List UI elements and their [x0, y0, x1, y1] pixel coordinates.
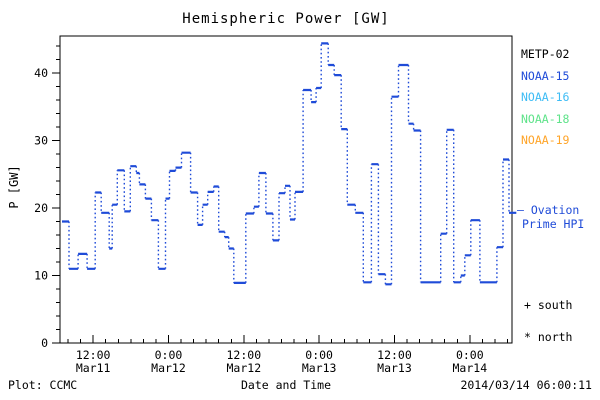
x-axis-ticks	[67, 335, 508, 343]
legend-item-noaa-19: NOAA-19	[521, 133, 570, 147]
x-tick-date: Mar14	[453, 361, 488, 375]
plot-frame	[59, 35, 513, 344]
legend-item-noaa-15: NOAA-15	[521, 68, 570, 83]
y-tick-label: 10	[34, 269, 48, 283]
x-axis-label: Date and Time	[240, 378, 331, 392]
x-tick-time: 12:00	[227, 348, 262, 362]
y-tick-labels: 0 10 20 30 40	[34, 66, 48, 350]
x-tick-date: Mar11	[76, 361, 111, 375]
ovation-line-2: Prime HPI	[522, 217, 585, 231]
legend-item-metp-02: METP-02	[521, 47, 570, 61]
x-tick-time: 0:00	[155, 348, 183, 362]
x-tick-date: Mar12	[151, 361, 186, 375]
x-tick-date: Mar13	[377, 361, 412, 375]
y-tick-label: 20	[34, 201, 48, 215]
plot-credit: Plot: CCMC	[8, 378, 78, 392]
y-tick-label: 40	[34, 66, 48, 80]
x-tick-time: 0:00	[305, 348, 333, 362]
ovation-prime-label: — Ovation Prime HPI	[517, 203, 599, 231]
y-tick-label: 0	[41, 336, 48, 350]
north-marker-label: * north	[524, 330, 573, 344]
chart-title: Hemispheric Power [GW]	[182, 11, 390, 27]
y-axis-ticks	[52, 45, 60, 344]
ovation-line-1: — Ovation	[517, 203, 580, 217]
hpi-step-line-connectors	[68, 43, 510, 285]
hpi-step-line	[62, 42, 517, 286]
x-tick-labels: 12:00Mar110:00Mar1212:00Mar120:00Mar1312…	[76, 348, 487, 375]
satellite-legend: METP-02 NOAA-15 NOAA-16 NOAA-18 NOAA-19	[521, 44, 599, 152]
y-tick-label: 30	[34, 134, 48, 148]
x-tick-time: 12:00	[377, 348, 412, 362]
south-marker-label: + south	[524, 298, 573, 312]
x-tick-time: 12:00	[76, 348, 111, 362]
x-tick-date: Mar12	[227, 361, 262, 375]
legend-item-noaa-16: NOAA-16	[521, 90, 570, 104]
x-tick-date: Mar13	[302, 361, 337, 375]
timestamp: 2014/03/14 06:00:11	[460, 378, 592, 392]
legend-item-noaa-18: NOAA-18	[521, 111, 570, 126]
y-axis-label: P [GW]	[7, 165, 21, 209]
x-tick-time: 0:00	[456, 348, 484, 362]
